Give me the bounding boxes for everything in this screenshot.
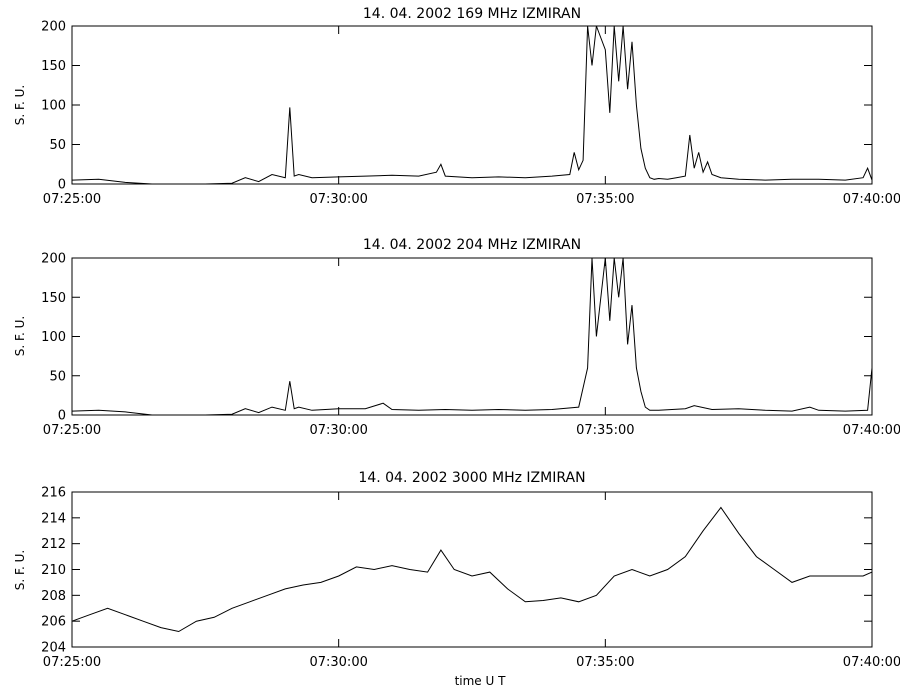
x-axis-label: time U T — [455, 674, 507, 688]
chart-panel-204mhz: 14. 04. 2002 204 MHz IZMIRAN S. F. U. 0 5… — [13, 237, 900, 438]
y-tick-label: 50 — [49, 369, 66, 384]
y-axis-label: S. F. U. — [13, 550, 27, 590]
y-tick-label: 204 — [41, 641, 66, 656]
plot-frame — [71, 257, 873, 416]
y-tick-label: 100 — [41, 99, 66, 114]
y-tick-label: 0 — [58, 409, 66, 424]
series-line — [71, 506, 873, 633]
y-ticks: 0 50 100 150 200 — [41, 20, 872, 193]
plot-frame — [71, 25, 873, 185]
x-tick-label: 07:40:00 — [843, 655, 900, 670]
y-tick-label: 0 — [58, 178, 66, 193]
x-tick-label: 07:40:00 — [843, 192, 900, 207]
y-tick-label: 50 — [49, 138, 66, 153]
chart-title: 14. 04. 2002 169 MHz IZMIRAN — [363, 6, 581, 22]
x-tick-label: 07:35:00 — [576, 192, 634, 207]
x-ticks: 07:25:00 07:30:00 07:35:00 07:40:00 — [43, 258, 900, 438]
y-tick-label: 206 — [41, 615, 66, 630]
x-tick-label: 07:35:00 — [576, 423, 634, 438]
y-axis-label: S. F. U. — [13, 85, 27, 125]
y-ticks: 204 206 208 210 212 214 216 — [41, 486, 872, 656]
y-tick-label: 216 — [41, 486, 66, 501]
chart-title: 14. 04. 2002 204 MHz IZMIRAN — [363, 237, 581, 253]
y-axis-label: S. F. U. — [13, 316, 27, 356]
y-tick-label: 214 — [41, 511, 66, 526]
x-tick-label: 07:25:00 — [43, 655, 101, 670]
series-line — [71, 25, 873, 185]
y-tick-label: 208 — [41, 589, 66, 604]
series-line — [71, 257, 873, 416]
y-tick-label: 212 — [41, 537, 66, 552]
y-ticks: 0 50 100 150 200 — [41, 252, 872, 424]
x-tick-label: 07:35:00 — [576, 655, 634, 670]
y-tick-label: 100 — [41, 330, 66, 345]
chart-title: 14. 04. 2002 3000 MHz IZMIRAN — [358, 470, 585, 486]
chart-panel-3000mhz: 14. 04. 2002 3000 MHz IZMIRAN S. F. U. 2… — [13, 470, 900, 688]
x-tick-label: 07:40:00 — [843, 423, 900, 438]
y-tick-label: 200 — [41, 20, 66, 35]
y-tick-label: 150 — [41, 59, 66, 74]
x-tick-label: 07:30:00 — [309, 192, 367, 207]
x-ticks: 07:25:00 07:30:00 07:35:00 07:40:00 — [43, 26, 900, 207]
x-ticks: 07:25:00 07:30:00 07:35:00 07:40:00 — [43, 492, 900, 670]
x-tick-label: 07:25:00 — [43, 192, 101, 207]
y-tick-label: 210 — [41, 563, 66, 578]
y-tick-label: 150 — [41, 291, 66, 306]
x-tick-label: 07:25:00 — [43, 423, 101, 438]
x-tick-label: 07:30:00 — [309, 655, 367, 670]
x-tick-label: 07:30:00 — [309, 423, 367, 438]
y-tick-label: 200 — [41, 252, 66, 267]
chart-panel-169mhz: 14. 04. 2002 169 MHz IZMIRAN S. F. U. 0 5… — [13, 6, 900, 207]
